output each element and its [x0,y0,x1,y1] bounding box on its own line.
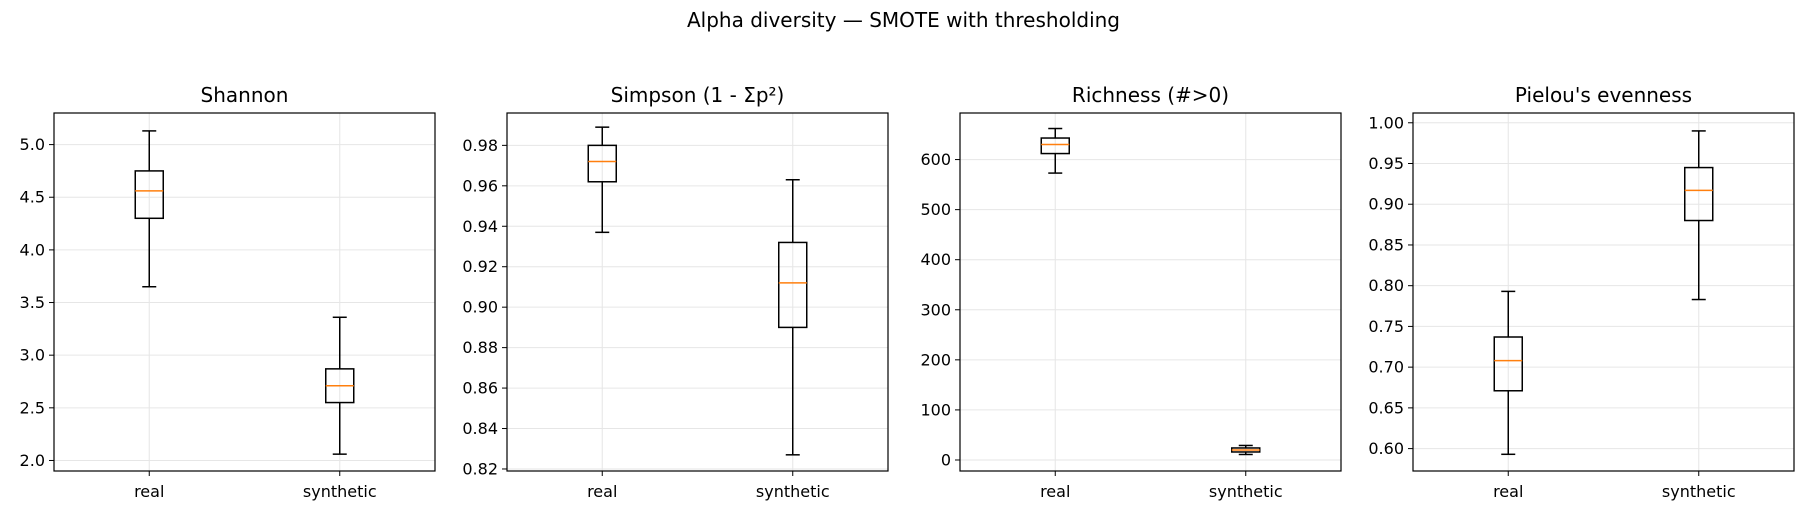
subplot-4: 0.60 0.65 0.70 0.75 0.80 0.85 0.90 0.95 1.00 real… [1368,83,1795,501]
y-tick-label: 0.96 [462,176,498,195]
box-real [134,130,164,288]
axes-frame [53,112,436,472]
y-tick-label: 2.5 [20,398,45,417]
box-synthetic [1684,130,1714,301]
y-tick-label: 4.5 [20,188,45,207]
y-tick-label: 0.75 [1368,317,1404,336]
subplot-title: Shannon [201,83,289,107]
subplot-3: 0 100 200 300 400 500 600 real synthetic Richness… [920,83,1342,501]
subplot-title: Pielou's evenness [1515,83,1692,107]
y-tick-label: 0.92 [462,257,498,276]
box-real [587,126,617,234]
figure-title: Alpha diversity — SMOTE with thresholdin… [686,8,1121,32]
x-tick-label: real [587,482,617,501]
y-tick-label: 2.0 [20,451,45,470]
axes-frame [1412,112,1795,472]
box-synthetic [1231,444,1261,456]
y-tick-label: 0 [941,450,951,469]
box-synthetic [778,178,808,456]
iqr-box [134,170,164,220]
y-tick-label: 0.70 [1368,358,1404,377]
y-tick-label: 0.86 [462,379,498,398]
y-tick-label: 4.0 [20,240,45,259]
y-tick-label: 200 [920,350,951,369]
iqr-box [1684,166,1714,222]
y-tick-label: 0.82 [462,459,498,478]
iqr-box [587,144,617,183]
axes-frame [959,112,1342,472]
y-tick-label: 1.00 [1368,113,1404,132]
y-tick-label: 0.94 [462,217,498,236]
x-tick-label: real [1040,482,1070,501]
axes-frame [506,112,889,472]
x-tick-label: synthetic [756,482,830,501]
subplot-2: 0.82 0.84 0.86 0.88 0.90 0.92 0.94 0.96 0.98 real… [462,83,889,501]
x-tick-label: synthetic [303,482,377,501]
y-tick-label: 0.85 [1368,235,1404,254]
iqr-box [1493,336,1523,392]
box-real [1040,127,1070,174]
x-tick-label: real [1493,482,1523,501]
y-tick-label: 0.98 [462,136,498,155]
y-tick-label: 0.90 [1368,195,1404,214]
x-tick-label: synthetic [1209,482,1283,501]
y-tick-label: 0.90 [462,298,498,317]
y-tick-label: 600 [920,150,951,169]
y-tick-label: 5.0 [20,135,45,154]
y-tick-label: 500 [920,200,951,219]
box-synthetic [325,316,355,455]
box-real [1493,290,1523,456]
iqr-box [778,241,808,329]
y-tick-label: 0.88 [462,338,498,357]
x-tick-label: real [134,482,164,501]
y-tick-label: 400 [920,250,951,269]
y-tick-label: 3.0 [20,346,45,365]
x-tick-label: synthetic [1662,482,1736,501]
subplot-title: Richness (#>0) [1072,83,1229,107]
y-tick-label: 0.84 [462,419,498,438]
y-tick-label: 300 [920,300,951,319]
y-tick-label: 100 [920,400,951,419]
y-tick-label: 0.95 [1368,154,1404,173]
y-tick-label: 3.5 [20,293,45,312]
subplot-title: Simpson (1 - Σp²) [611,83,785,107]
subplot-1: 2.0 2.5 3.0 3.5 4.0 4.5 5.0 real synthetic Shanno… [20,83,436,501]
iqr-box [1040,137,1070,155]
y-tick-label: 0.65 [1368,398,1404,417]
y-tick-label: 0.60 [1368,439,1404,458]
y-tick-label: 0.80 [1368,276,1404,295]
